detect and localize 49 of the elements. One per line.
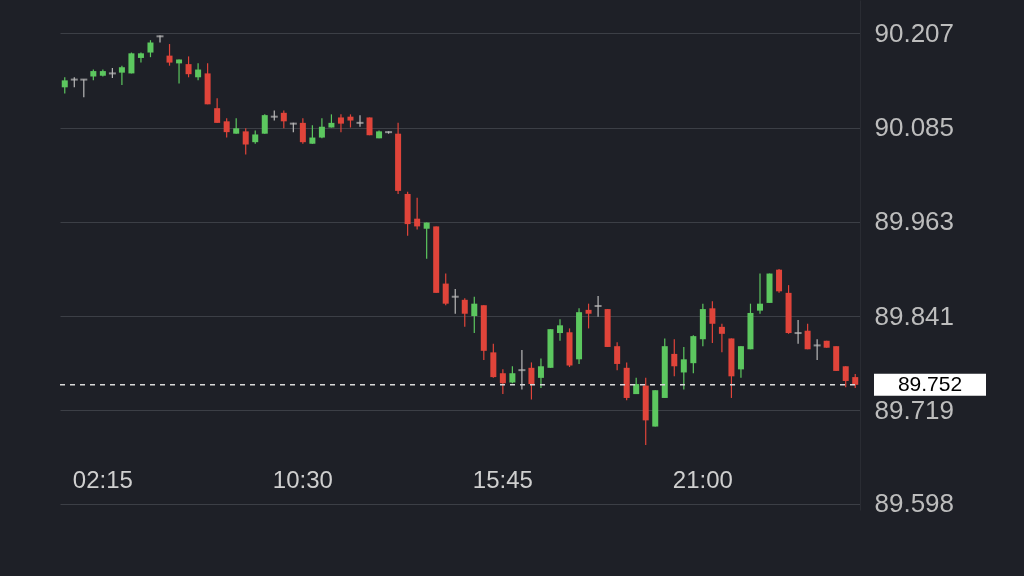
candlestick [813,338,821,361]
candlestick [261,113,268,135]
candlestick [166,43,173,67]
candlestick [414,197,421,231]
y-tick-label: 89.963 [874,206,955,237]
candlestick [156,34,164,44]
y-tick-label: 89.719 [874,394,955,425]
candlestick [794,319,802,345]
candlestick [499,368,506,395]
candlestick [680,346,687,391]
candlestick [337,113,344,133]
candlestick [461,297,468,328]
y-tick-label: 90.207 [874,17,955,48]
x-tick-label: 02:15 [72,465,133,493]
candlestick [185,55,192,78]
candlestick [471,296,478,334]
candlestick [309,124,316,145]
candlestick [242,127,249,156]
candlestick [195,62,202,81]
candlestick [537,357,544,389]
candlestick [804,323,811,350]
candlestick [709,300,716,344]
candlestick [671,338,678,377]
y-tick-label: 90.085 [874,112,955,142]
candlestick [518,349,526,391]
y-tick-label: 89.841 [874,300,955,331]
candlestick [614,341,621,371]
candlestick [223,117,230,139]
candlestick [842,365,849,388]
x-tick-label: 10:30 [272,465,333,493]
candlestick [528,361,535,401]
candlestick [757,272,763,315]
candlestick [737,345,744,379]
candlestick [594,295,602,318]
candlestick [442,272,449,306]
x-tick-label: 15:45 [472,465,533,493]
candlestick [356,114,364,128]
x-tick-label: 21:00 [672,465,733,493]
candlestick [214,97,221,124]
candlestick [776,268,783,294]
candlestick [118,65,125,86]
candlestick [585,303,592,330]
y-tick-label: 89.598 [874,488,955,519]
candlestick [423,221,430,260]
candlestick [718,323,725,353]
ref-line-label: 89.752 [897,371,963,395]
candlestick [299,117,306,145]
candlestick [451,288,459,315]
candlestick [557,318,563,342]
